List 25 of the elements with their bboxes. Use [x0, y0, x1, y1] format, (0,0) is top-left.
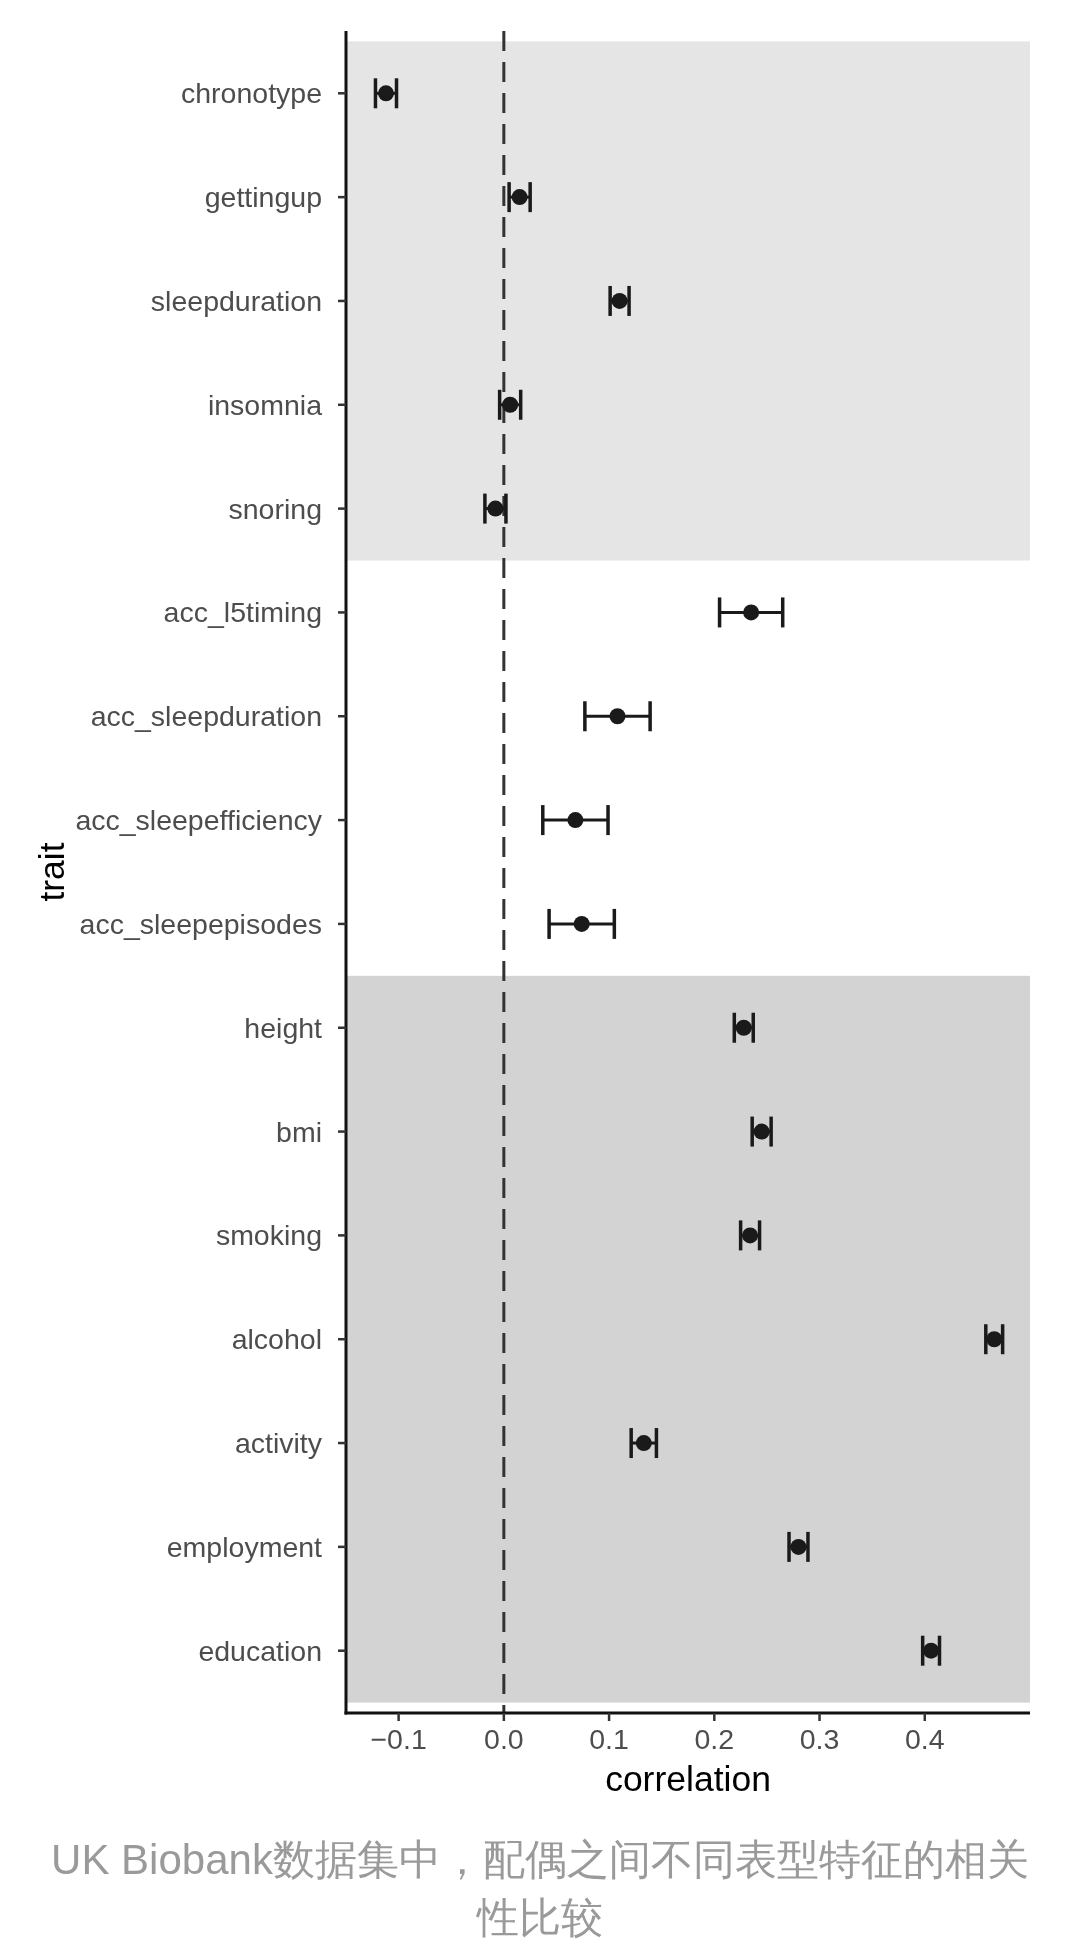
y-tick-label: smoking	[215, 1219, 322, 1252]
y-tick-label: activity	[234, 1427, 323, 1460]
y-tick-label: height	[244, 1011, 323, 1044]
y-tick-label: acc_sleepefficiency	[75, 804, 323, 837]
y-tick-label: gettingup	[204, 181, 322, 214]
y-tick-label: acc_l5timing	[163, 596, 322, 629]
y-tick-label: chronotype	[180, 77, 322, 110]
y-tick-label: employment	[166, 1530, 323, 1563]
y-tick-label: acc_sleepepisodes	[79, 907, 322, 940]
y-tick-label: sleepduration	[150, 284, 322, 317]
x-tick-label: 0.3	[799, 1723, 840, 1755]
x-axis-title: correlation	[605, 1759, 771, 1799]
x-tick-label: 0.0	[484, 1723, 524, 1755]
y-tick-label: acc_sleepduration	[90, 700, 322, 733]
text: UK Biobank数据集中，配偶之间不同表型特征的相关性比较	[50, 1835, 1030, 1943]
x-tick-label: −0.1	[370, 1723, 427, 1755]
x-tick-label: 0.2	[694, 1723, 735, 1755]
y-tick-label: snoring	[228, 492, 322, 525]
y-tick-label: alcohol	[231, 1323, 322, 1356]
x-tick-label: 0.1	[589, 1723, 629, 1755]
y-axis-title: trait	[32, 842, 72, 902]
y-tick-label: insomnia	[207, 388, 323, 421]
y-tick-label: education	[198, 1634, 322, 1667]
x-tick-label: 0.4	[904, 1723, 945, 1755]
y-tick-label: bmi	[276, 1115, 322, 1148]
